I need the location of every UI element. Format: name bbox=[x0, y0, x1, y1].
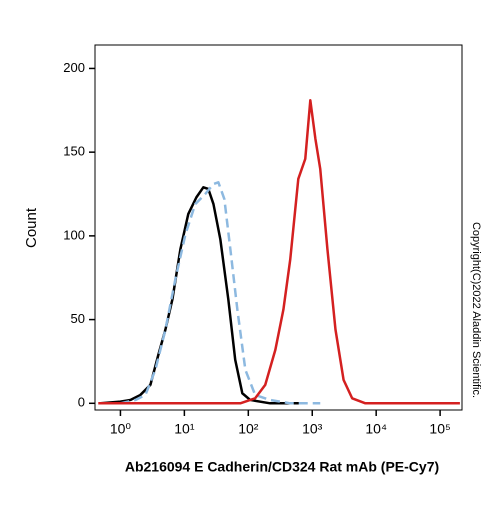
y-tick-label: 50 bbox=[71, 311, 85, 326]
y-axis-label: Count bbox=[23, 207, 40, 248]
x-tick-label: 10² bbox=[238, 421, 259, 437]
x-tick-label: 10³ bbox=[302, 421, 323, 437]
histogram-line bbox=[100, 186, 301, 405]
y-tick-label: 100 bbox=[63, 227, 85, 242]
histogram-line bbox=[98, 99, 460, 405]
y-tick-label: 0 bbox=[78, 395, 85, 410]
x-tick-label: 10⁰ bbox=[110, 421, 132, 437]
y-tick-label: 200 bbox=[63, 60, 85, 75]
copyright: Copyright(C)2022 Aladdin Scientific. bbox=[470, 222, 482, 398]
plot-frame bbox=[94, 44, 463, 411]
histogram-line bbox=[120, 181, 321, 405]
x-tick-label: 10¹ bbox=[174, 421, 195, 437]
x-axis-label: Ab216094 E Cadherin/CD324 Rat mAb (PE-Cy… bbox=[125, 459, 439, 475]
x-tick-label: 10⁴ bbox=[365, 421, 387, 437]
x-tick-label: 10⁵ bbox=[429, 421, 450, 437]
y-tick-label: 150 bbox=[63, 144, 85, 159]
